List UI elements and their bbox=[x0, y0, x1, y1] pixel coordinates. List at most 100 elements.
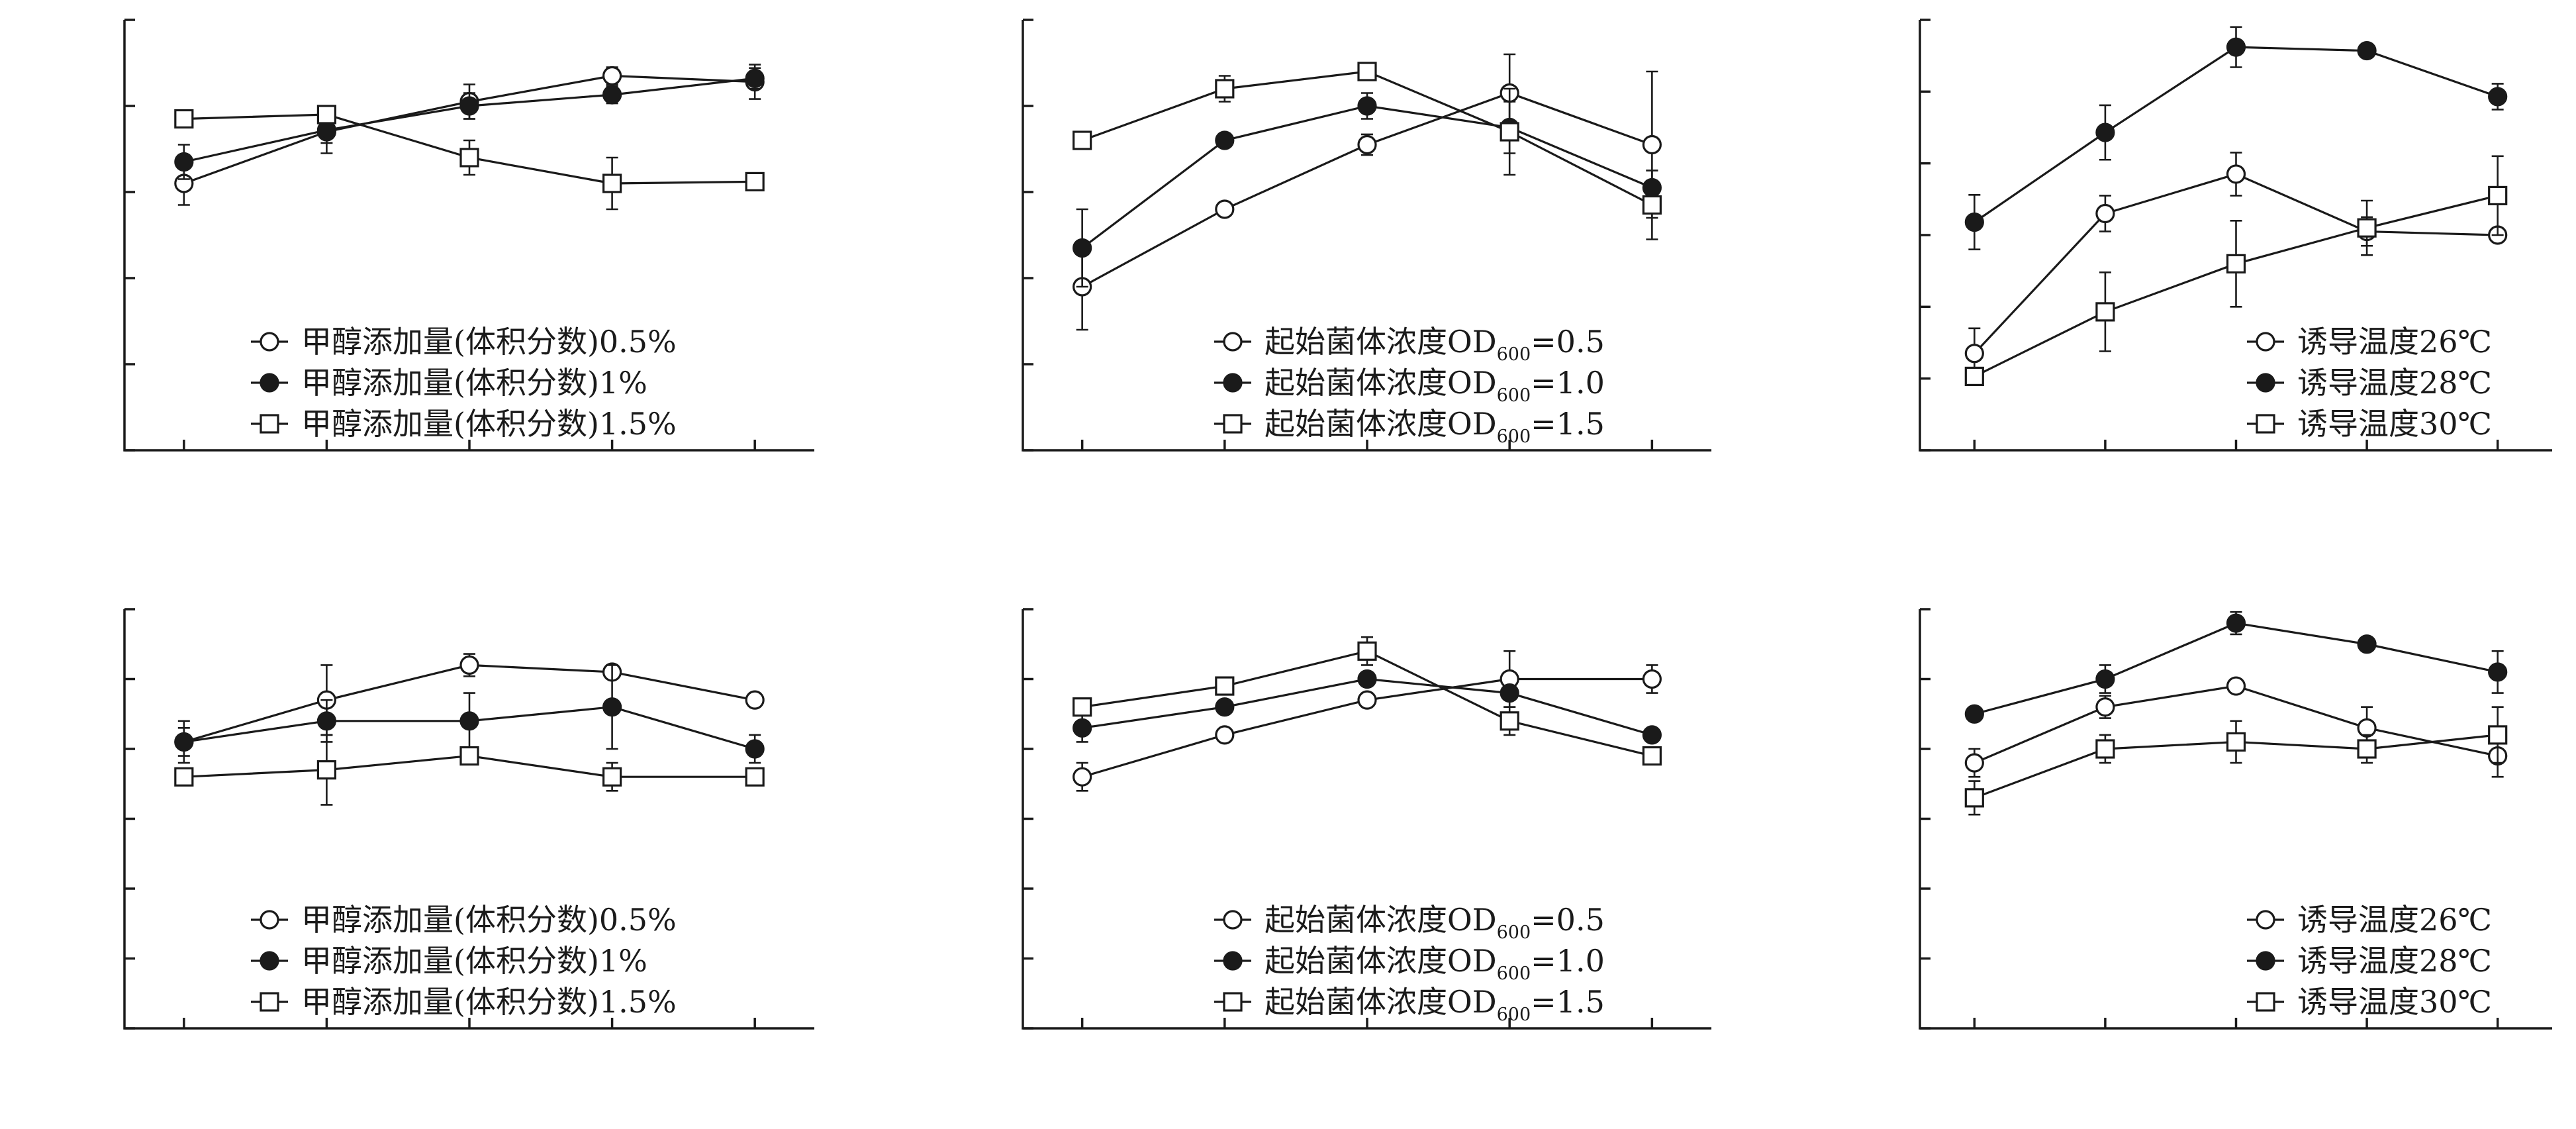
data-point-open-square bbox=[2095, 302, 2115, 322]
series-filled-circle bbox=[1964, 611, 2508, 724]
legend-entry: 起始菌体浓度OD600=0.5 bbox=[1214, 902, 1605, 943]
legend-entry: 起始菌体浓度OD600=1.0 bbox=[1214, 943, 1605, 984]
data-point-open-circle bbox=[1642, 669, 1662, 689]
legend-marker-open-square bbox=[260, 992, 279, 1012]
data-point-filled-circle bbox=[2488, 662, 2508, 682]
legend-entry: 甲醇添加量(体积分数)1% bbox=[251, 365, 647, 401]
legend-marker-open-square bbox=[260, 414, 279, 434]
data-point-open-circle bbox=[2095, 697, 2115, 717]
data-point-filled-circle bbox=[1073, 238, 1092, 258]
data-point-filled-circle bbox=[174, 732, 194, 752]
data-point-filled-circle bbox=[745, 68, 765, 89]
data-point-open-square bbox=[2488, 185, 2508, 206]
series-open-square bbox=[174, 105, 765, 211]
legend-label: 起始菌体浓度OD600=1.0 bbox=[1264, 365, 1605, 406]
data-point-open-circle bbox=[1357, 690, 1377, 710]
legend-marker-open-circle bbox=[260, 332, 279, 352]
data-point-filled-circle bbox=[1357, 669, 1377, 689]
legend-entry: 诱导温度28℃ bbox=[2247, 943, 2492, 979]
legend-label: 起始菌体浓度OD600=1.5 bbox=[1264, 406, 1605, 447]
legend: 甲醇添加量(体积分数)0.5% 甲醇添加量(体积分数)1% 甲醇添加量(体积分数)1… bbox=[251, 324, 677, 442]
series-filled-circle bbox=[1073, 669, 1662, 745]
data-point-filled-circle bbox=[1073, 718, 1092, 738]
data-point-filled-circle bbox=[2357, 634, 2377, 654]
data-point-open-square bbox=[1215, 676, 1235, 696]
data-point-filled-circle bbox=[1215, 697, 1235, 717]
data-point-open-square bbox=[1500, 122, 1519, 142]
data-point-open-circle bbox=[1964, 344, 1984, 364]
data-point-open-square bbox=[1964, 788, 1984, 808]
data-point-open-square bbox=[745, 172, 765, 191]
legend: 诱导温度26℃ 诱导温度28℃ 诱导温度30℃ bbox=[2247, 902, 2492, 1020]
legend-marker-filled-circle bbox=[260, 951, 279, 971]
series-open-square bbox=[1964, 155, 2508, 387]
data-point-open-square bbox=[1357, 62, 1377, 81]
legend: 起始菌体浓度OD600=0.5起始菌体浓度OD600=1.0起始菌体浓度OD60… bbox=[1214, 902, 1605, 1025]
data-point-filled-circle bbox=[316, 711, 337, 731]
data-point-open-square bbox=[2226, 254, 2246, 273]
legend-entry: 诱导温度30℃ bbox=[2247, 406, 2492, 442]
legend-entry: 甲醇添加量(体积分数)0.5% bbox=[251, 324, 677, 360]
data-point-filled-circle bbox=[1642, 725, 1662, 745]
data-point-open-circle bbox=[1357, 134, 1377, 155]
data-point-filled-circle bbox=[1357, 96, 1377, 116]
legend-entry: 甲醇添加量(体积分数)1% bbox=[251, 943, 647, 979]
panel-b: 起始菌体浓度OD600=0.5起始菌体浓度OD600=1.0起始菌体浓度OD60… bbox=[1022, 19, 1711, 452]
data-point-open-square bbox=[1215, 79, 1235, 99]
data-point-open-square bbox=[174, 767, 194, 787]
data-point-filled-circle bbox=[1964, 704, 1984, 724]
data-point-filled-circle bbox=[459, 711, 479, 731]
data-point-open-circle bbox=[1215, 725, 1235, 745]
data-point-open-square bbox=[316, 105, 337, 124]
legend-label: 诱导温度28℃ bbox=[2297, 365, 2492, 401]
series-filled-circle bbox=[1964, 26, 2508, 250]
legend-label: 起始菌体浓度OD600=1.0 bbox=[1264, 943, 1605, 984]
legend-label: 甲醇添加量(体积分数)1.5% bbox=[301, 984, 677, 1020]
data-point-filled-circle bbox=[2226, 613, 2246, 633]
data-point-open-square bbox=[2357, 739, 2377, 759]
data-point-open-circle bbox=[1964, 753, 1984, 773]
legend-entry: 起始菌体浓度OD600=1.0 bbox=[1214, 365, 1605, 406]
data-point-open-circle bbox=[745, 690, 765, 710]
data-point-open-square bbox=[1073, 697, 1092, 717]
data-point-filled-circle bbox=[2226, 37, 2246, 57]
data-point-open-circle bbox=[2357, 718, 2377, 738]
series-line bbox=[1081, 105, 1652, 249]
data-point-open-square bbox=[2357, 218, 2377, 238]
data-point-open-square bbox=[1642, 195, 1662, 215]
data-point-open-square bbox=[745, 767, 765, 787]
data-point-filled-circle bbox=[174, 152, 194, 172]
series-filled-circle bbox=[174, 664, 765, 764]
legend-entry: 诱导温度26℃ bbox=[2247, 324, 2492, 360]
legend-label: 甲醇添加量(体积分数)0.5% bbox=[301, 324, 677, 360]
series-open-square bbox=[174, 734, 765, 806]
data-point-open-circle bbox=[2095, 203, 2115, 224]
series-line bbox=[1081, 91, 1652, 288]
data-point-open-square bbox=[1073, 130, 1092, 150]
legend-entry: 甲醇添加量(体积分数)1.5% bbox=[251, 406, 677, 442]
series-open-circle bbox=[174, 64, 765, 206]
series-open-circle bbox=[1073, 650, 1662, 792]
legend-marker-open-square bbox=[1223, 992, 1243, 1012]
legend-label: 起始菌体浓度OD600=1.5 bbox=[1264, 984, 1605, 1025]
legend-entry: 起始菌体浓度OD600=1.5 bbox=[1214, 984, 1605, 1025]
data-point-open-square bbox=[459, 148, 479, 168]
legend-marker-filled-circle bbox=[2256, 373, 2275, 393]
legend: 诱导温度26℃ 诱导温度28℃ 诱导温度30℃ bbox=[2247, 324, 2492, 442]
data-point-open-square bbox=[2095, 739, 2115, 759]
data-point-open-square bbox=[1642, 746, 1662, 766]
legend-marker-filled-circle bbox=[1223, 951, 1243, 971]
legend-label: 起始菌体浓度OD600=0.5 bbox=[1264, 902, 1605, 943]
series-open-square bbox=[1073, 62, 1662, 240]
data-point-open-square bbox=[2226, 732, 2246, 752]
data-point-open-square bbox=[1964, 366, 1984, 387]
data-point-filled-circle bbox=[459, 96, 479, 116]
data-point-filled-circle bbox=[2488, 87, 2508, 107]
panel-a: 甲醇添加量(体积分数)0.5% 甲醇添加量(体积分数)1% 甲醇添加量(体积分数)1… bbox=[123, 19, 814, 452]
data-point-open-circle bbox=[1215, 199, 1235, 219]
series-open-circle bbox=[1964, 676, 2508, 778]
legend-marker-filled-circle bbox=[260, 373, 279, 393]
data-point-open-circle bbox=[2226, 676, 2246, 696]
data-point-open-circle bbox=[1642, 134, 1662, 155]
legend-label: 甲醇添加量(体积分数)0.5% bbox=[301, 902, 677, 938]
